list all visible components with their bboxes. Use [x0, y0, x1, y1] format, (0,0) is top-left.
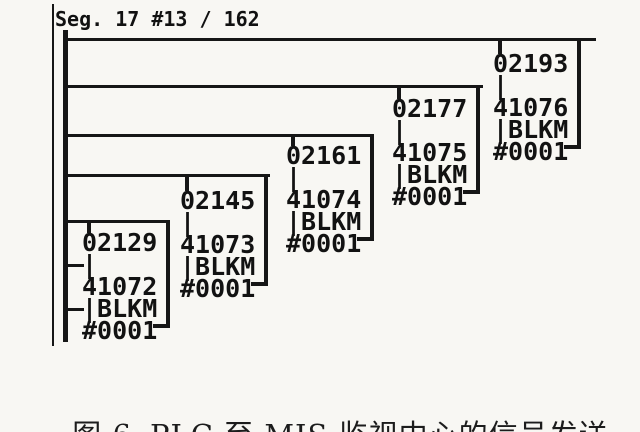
- caption-text: PLC 至 MIS 监视中心的信号发送: [150, 418, 609, 432]
- source-register: 41075: [392, 138, 468, 167]
- figure-label: 图 6: [72, 418, 132, 432]
- figure-caption: 图 6 PLC 至 MIS 监视中心的信号发送: [0, 381, 640, 432]
- block-count: #0001: [180, 274, 256, 303]
- block2-bracket-foot: [251, 282, 266, 286]
- rung-line-5: [66, 220, 170, 223]
- block4-bracket: [476, 85, 480, 194]
- block2-bracket: [264, 174, 268, 286]
- block-count: #0001: [493, 137, 569, 166]
- block2-input-tick: [185, 174, 189, 191]
- block5-bracket: [577, 38, 581, 149]
- junction-bar: |: [180, 208, 196, 237]
- blkm-label: |BLKM: [493, 115, 569, 144]
- coil-number: 02145: [180, 186, 256, 215]
- source-register: 41074: [286, 185, 362, 214]
- block1-input-tick: [87, 220, 91, 233]
- blkm-label: |BLKM: [82, 294, 158, 323]
- coil-number: 02161: [286, 141, 362, 170]
- blkm-label: |BLKM: [180, 252, 256, 281]
- block4-input-tick: [397, 85, 401, 99]
- block3-input-tick: [291, 134, 295, 146]
- blkm-label: |BLKM: [286, 207, 362, 236]
- blkm-label: |BLKM: [392, 160, 468, 189]
- block4-bracket-foot: [463, 190, 478, 194]
- block-count: #0001: [392, 182, 468, 211]
- source-register: 41073: [180, 230, 256, 259]
- rung-line-3: [66, 134, 373, 137]
- source-register: 41072: [82, 272, 158, 301]
- left-border-line: [52, 4, 54, 346]
- rail-tick-blkm: [66, 308, 84, 311]
- block-count: #0001: [82, 316, 158, 345]
- rung-line-2: [66, 85, 483, 88]
- block1-bracket: [166, 220, 170, 328]
- block-count: #0001: [286, 229, 362, 258]
- block5-input-tick: [498, 38, 502, 54]
- power-rail: [63, 30, 68, 342]
- junction-bar: |: [392, 116, 408, 145]
- block3-bracket-foot: [357, 237, 372, 241]
- block3-bracket: [370, 134, 374, 241]
- blkm-block-4: 02177 | 41075 |BLKM #0001: [392, 85, 484, 211]
- blkm-block-2: 02145 | 41073 |BLKM #0001: [180, 174, 272, 303]
- coil-number: 02129: [82, 228, 158, 257]
- blkm-block-5: 02193 | 41076 |BLKM #0001: [493, 38, 585, 166]
- source-register: 41076: [493, 93, 569, 122]
- rung-line-4: [66, 174, 270, 177]
- blkm-block-1: 02129 | 41072 |BLKM #0001: [82, 220, 174, 345]
- coil-number: 02193: [493, 49, 569, 78]
- junction-bar: |: [286, 163, 302, 192]
- segment-header: Seg. 17 #13 / 162: [55, 7, 260, 31]
- block5-bracket-foot: [564, 145, 579, 149]
- rung-line-1: [66, 38, 596, 41]
- rail-tick-junction: [66, 264, 84, 267]
- junction-bar: |: [493, 71, 509, 100]
- coil-number: 02177: [392, 94, 468, 123]
- junction-bar: |: [82, 250, 98, 279]
- block1-bracket-foot: [153, 324, 168, 328]
- blkm-block-3: 02161 | 41074 |BLKM #0001: [286, 134, 378, 258]
